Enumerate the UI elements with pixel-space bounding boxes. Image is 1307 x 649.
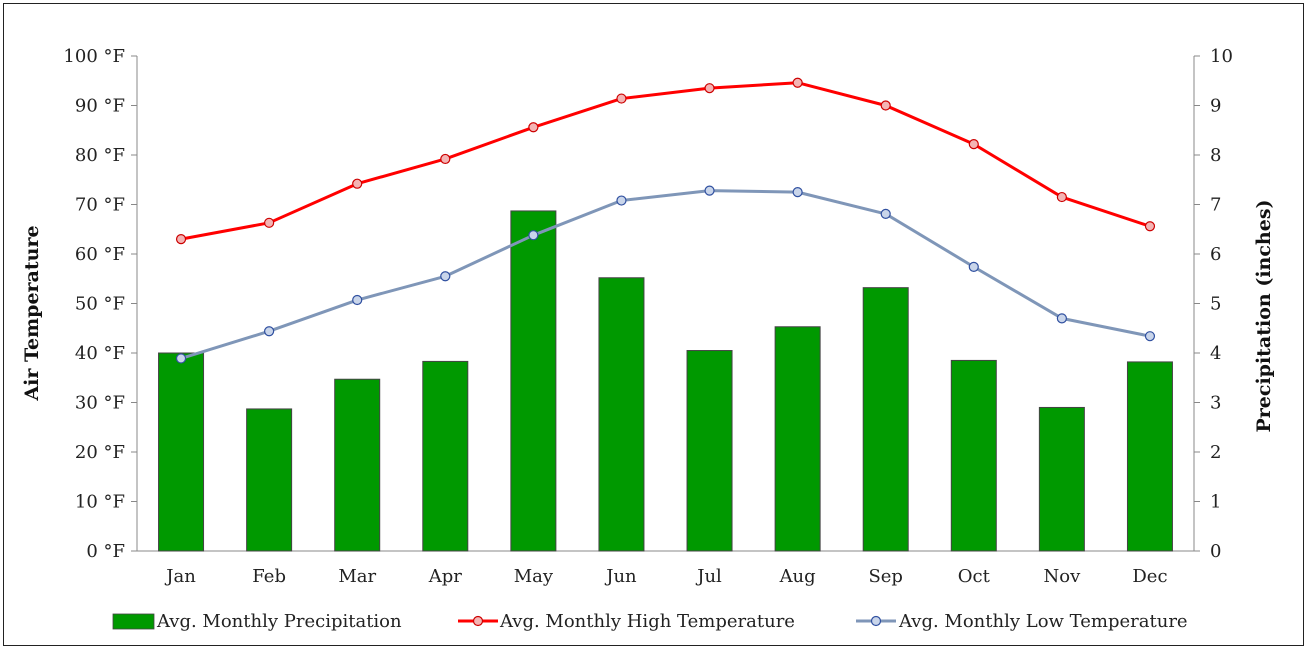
x-tick-label: Aug	[779, 566, 816, 587]
legend-label-high-temperature: Avg. Monthly High Temperature	[499, 611, 795, 632]
low-temperature-point	[880, 208, 891, 220]
precipitation-bar	[246, 408, 293, 552]
precipitation-bar	[862, 287, 909, 552]
precipitation-bars	[158, 210, 1173, 552]
left-tick-label: 60 °F	[75, 244, 125, 265]
low-temperature-point	[1056, 313, 1067, 324]
right-tick-label: 4	[1210, 343, 1221, 364]
low-temperature-point	[616, 195, 627, 206]
x-tick-label: Feb	[252, 566, 286, 587]
high-temperature-point	[1056, 191, 1067, 203]
right-tick-label: 3	[1210, 393, 1221, 414]
high-temperature-point	[264, 217, 275, 228]
high-temperature-point	[704, 83, 715, 94]
legend-swatch-precipitation	[112, 613, 155, 630]
precipitation-bar	[334, 378, 381, 552]
left-tick-label: 70 °F	[75, 195, 125, 216]
precipitation-bar	[774, 326, 821, 552]
left-tick-label: 80 °F	[75, 145, 125, 166]
temperature-lines	[175, 77, 1156, 364]
legend-marker-low-temperature	[870, 615, 882, 627]
precipitation-bar	[510, 210, 557, 552]
right-axis-title: Precipitation (inches)	[1253, 199, 1275, 432]
chart-axes	[131, 55, 1200, 552]
low-temperature-line	[180, 189, 1151, 360]
low-temperature-point	[264, 326, 275, 337]
x-tick-label: Jun	[604, 566, 637, 587]
left-tick-label: 50 °F	[75, 294, 125, 315]
right-tick-label: 0	[1210, 541, 1221, 562]
high-temperature-point	[528, 122, 539, 133]
right-tick-label: 5	[1210, 294, 1221, 315]
x-tick-label: May	[514, 566, 554, 587]
legend-label-precipitation: Avg. Monthly Precipitation	[156, 611, 402, 632]
low-temperature-point	[792, 187, 803, 198]
low-temperature-point	[1144, 331, 1156, 342]
right-tick-label: 10	[1210, 46, 1233, 67]
x-tick-label: Oct	[958, 566, 991, 587]
legend-marker-high-temperature	[472, 615, 484, 627]
low-temperature-point	[175, 353, 187, 364]
precipitation-bar	[598, 277, 645, 552]
left-tick-label: 0 °F	[86, 541, 125, 562]
x-tick-label: Mar	[338, 566, 376, 587]
left-tick-label: 10 °F	[75, 492, 125, 513]
precipitation-bar	[1126, 361, 1173, 552]
high-temperature-point	[352, 178, 363, 189]
precipitation-bar	[950, 359, 997, 552]
precipitation-bar	[1038, 406, 1085, 552]
legend-label-low-temperature: Avg. Monthly Low Temperature	[898, 611, 1188, 632]
right-tick-label: 9	[1210, 96, 1221, 117]
low-temperature-point	[352, 294, 363, 306]
left-tick-label: 30 °F	[75, 393, 125, 414]
high-temperature-line	[180, 81, 1151, 241]
precipitation-bar	[158, 352, 205, 552]
low-temperature-point	[528, 230, 539, 241]
low-temperature-point	[704, 185, 715, 196]
left-tick-label: 20 °F	[75, 442, 125, 463]
precipitation-bar	[422, 360, 469, 552]
high-temperature-point	[175, 234, 187, 245]
precipitation-bar	[686, 350, 733, 552]
right-tick-label: 6	[1210, 244, 1221, 265]
right-tick-label: 1	[1210, 492, 1221, 513]
x-tick-label: Dec	[1132, 566, 1167, 587]
legend: Avg. Monthly Precipitation Avg. Monthly …	[112, 611, 1188, 632]
left-axis-title: Air Temperature	[21, 225, 43, 401]
high-temperature-point	[440, 153, 451, 165]
x-tick-label: Jan	[164, 566, 196, 587]
x-tick-label: Jul	[695, 566, 722, 587]
left-tick-label: 100 °F	[63, 46, 125, 67]
low-temperature-point	[440, 271, 451, 282]
high-temperature-point	[616, 93, 627, 104]
x-tick-label: Apr	[428, 566, 463, 587]
x-tick-label: Nov	[1043, 566, 1081, 587]
high-temperature-point	[792, 77, 803, 88]
right-tick-label: 7	[1210, 195, 1221, 216]
tick-labels: 0 °F 10 °F 20 °F 30 °F 40 °F 50 °F 60 °F 70 °F 8…	[63, 46, 1232, 587]
low-temperature-point	[968, 261, 979, 272]
left-tick-label: 40 °F	[75, 343, 125, 364]
right-tick-label: 8	[1210, 145, 1221, 166]
high-temperature-point	[1144, 221, 1156, 232]
x-tick-label: Sep	[868, 566, 903, 587]
high-temperature-point	[880, 100, 891, 111]
right-tick-label: 2	[1210, 442, 1221, 463]
left-tick-label: 90 °F	[75, 96, 125, 117]
high-temperature-point	[968, 139, 979, 150]
